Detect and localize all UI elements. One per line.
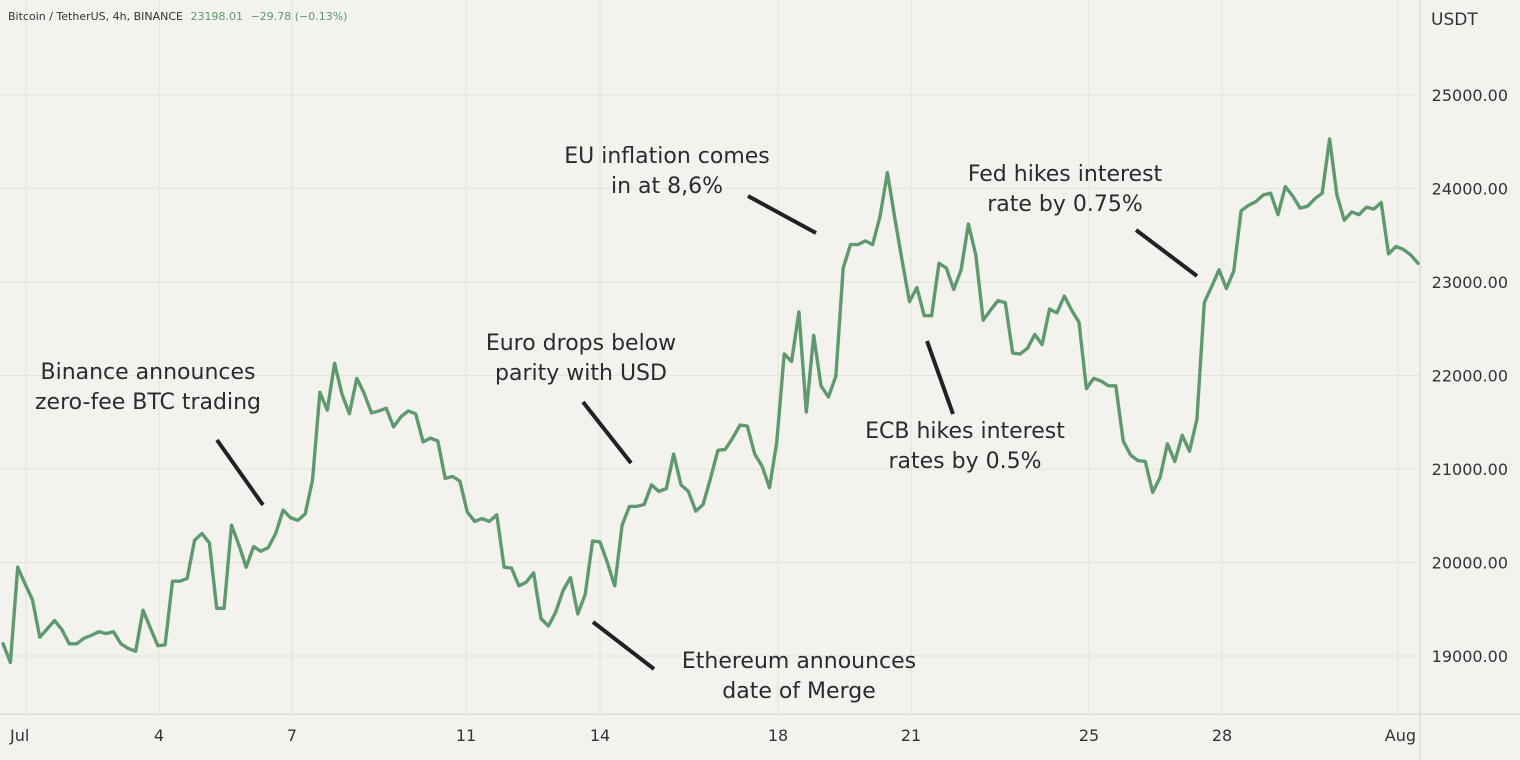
time-tick-label: 11 [456, 726, 476, 745]
price-tick-label: 21000.00 [1432, 460, 1508, 479]
annotation-line: rates by 0.5% [888, 449, 1042, 474]
time-tick-label: 14 [590, 726, 610, 745]
annotation-line: parity with USD [495, 361, 667, 386]
annotation-line: in at 8,6% [610, 174, 724, 199]
annotation-eu-inflation: EU inflation comes in at 8,6% [564, 142, 770, 202]
time-axis[interactable]: Jul 4 7 11 14 18 21 25 28 Aug [9, 726, 1416, 745]
currency-unit: USDT [1431, 10, 1478, 30]
price-tick-label: 24000.00 [1432, 180, 1508, 199]
annotation-ethereum-merge: Ethereum announces date of Merge [682, 647, 916, 707]
time-tick-label: 25 [1079, 726, 1099, 745]
annotation-leader-line [591, 620, 656, 671]
annotation-leader-line [925, 340, 955, 415]
price-axis[interactable]: 19000.00 20000.00 21000.00 22000.00 23000.00… [1432, 86, 1508, 666]
time-tick-label: 18 [768, 726, 788, 745]
time-tick-label: Jul [9, 726, 29, 745]
price-tick-label: 25000.00 [1432, 86, 1508, 105]
symbol-title: Bitcoin / TetherUS, 4h, BINANCE [8, 10, 184, 23]
annotation-line: EU inflation comes [564, 144, 770, 169]
last-price: 23198.01 [190, 10, 244, 23]
price-tick-label: 19000.00 [1432, 647, 1508, 666]
annotation-line: Fed hikes interest [967, 162, 1163, 187]
price-line [1, 137, 1420, 665]
annotation-ecb-hike: ECB hikes interest rates by 0.5% [865, 417, 1065, 477]
annotation-line: Binance announces [40, 360, 256, 385]
symbol-legend[interactable]: Bitcoin / TetherUS, 4h, BINANCE 23198.01… [8, 10, 347, 23]
annotation-binance: Binance announces zero-fee BTC trading [35, 358, 261, 418]
annotation-leader-line [1134, 228, 1199, 278]
annotation-leader-line [581, 400, 633, 465]
time-tick-label: 28 [1212, 726, 1232, 745]
annotation-line: zero-fee BTC trading [35, 390, 261, 415]
annotation-fed-hike: Fed hikes interest rate by 0.75% [968, 160, 1162, 220]
price-tick-label: 22000.00 [1432, 367, 1508, 386]
annotation-line: ECB hikes interest [865, 419, 1065, 444]
time-tick-label: 21 [901, 726, 921, 745]
annotation-line: Euro drops below [485, 331, 677, 356]
time-tick-label: Aug [1385, 726, 1416, 745]
annotation-line: Ethereum announces [681, 649, 917, 674]
time-tick-label: 4 [154, 726, 164, 745]
annotation-leaders [215, 194, 1199, 671]
annotation-euro-parity: Euro drops below parity with USD [486, 329, 676, 389]
annotation-leader-line [215, 438, 265, 507]
time-tick-label: 7 [287, 726, 297, 745]
annotation-line: rate by 0.75% [987, 192, 1143, 217]
price-tick-label: 20000.00 [1432, 554, 1508, 573]
price-change: −29.78 (−0.13%) [250, 10, 348, 23]
annotation-line: date of Merge [722, 679, 876, 704]
annotation-leader-line [747, 194, 817, 235]
price-tick-label: 23000.00 [1432, 273, 1508, 292]
